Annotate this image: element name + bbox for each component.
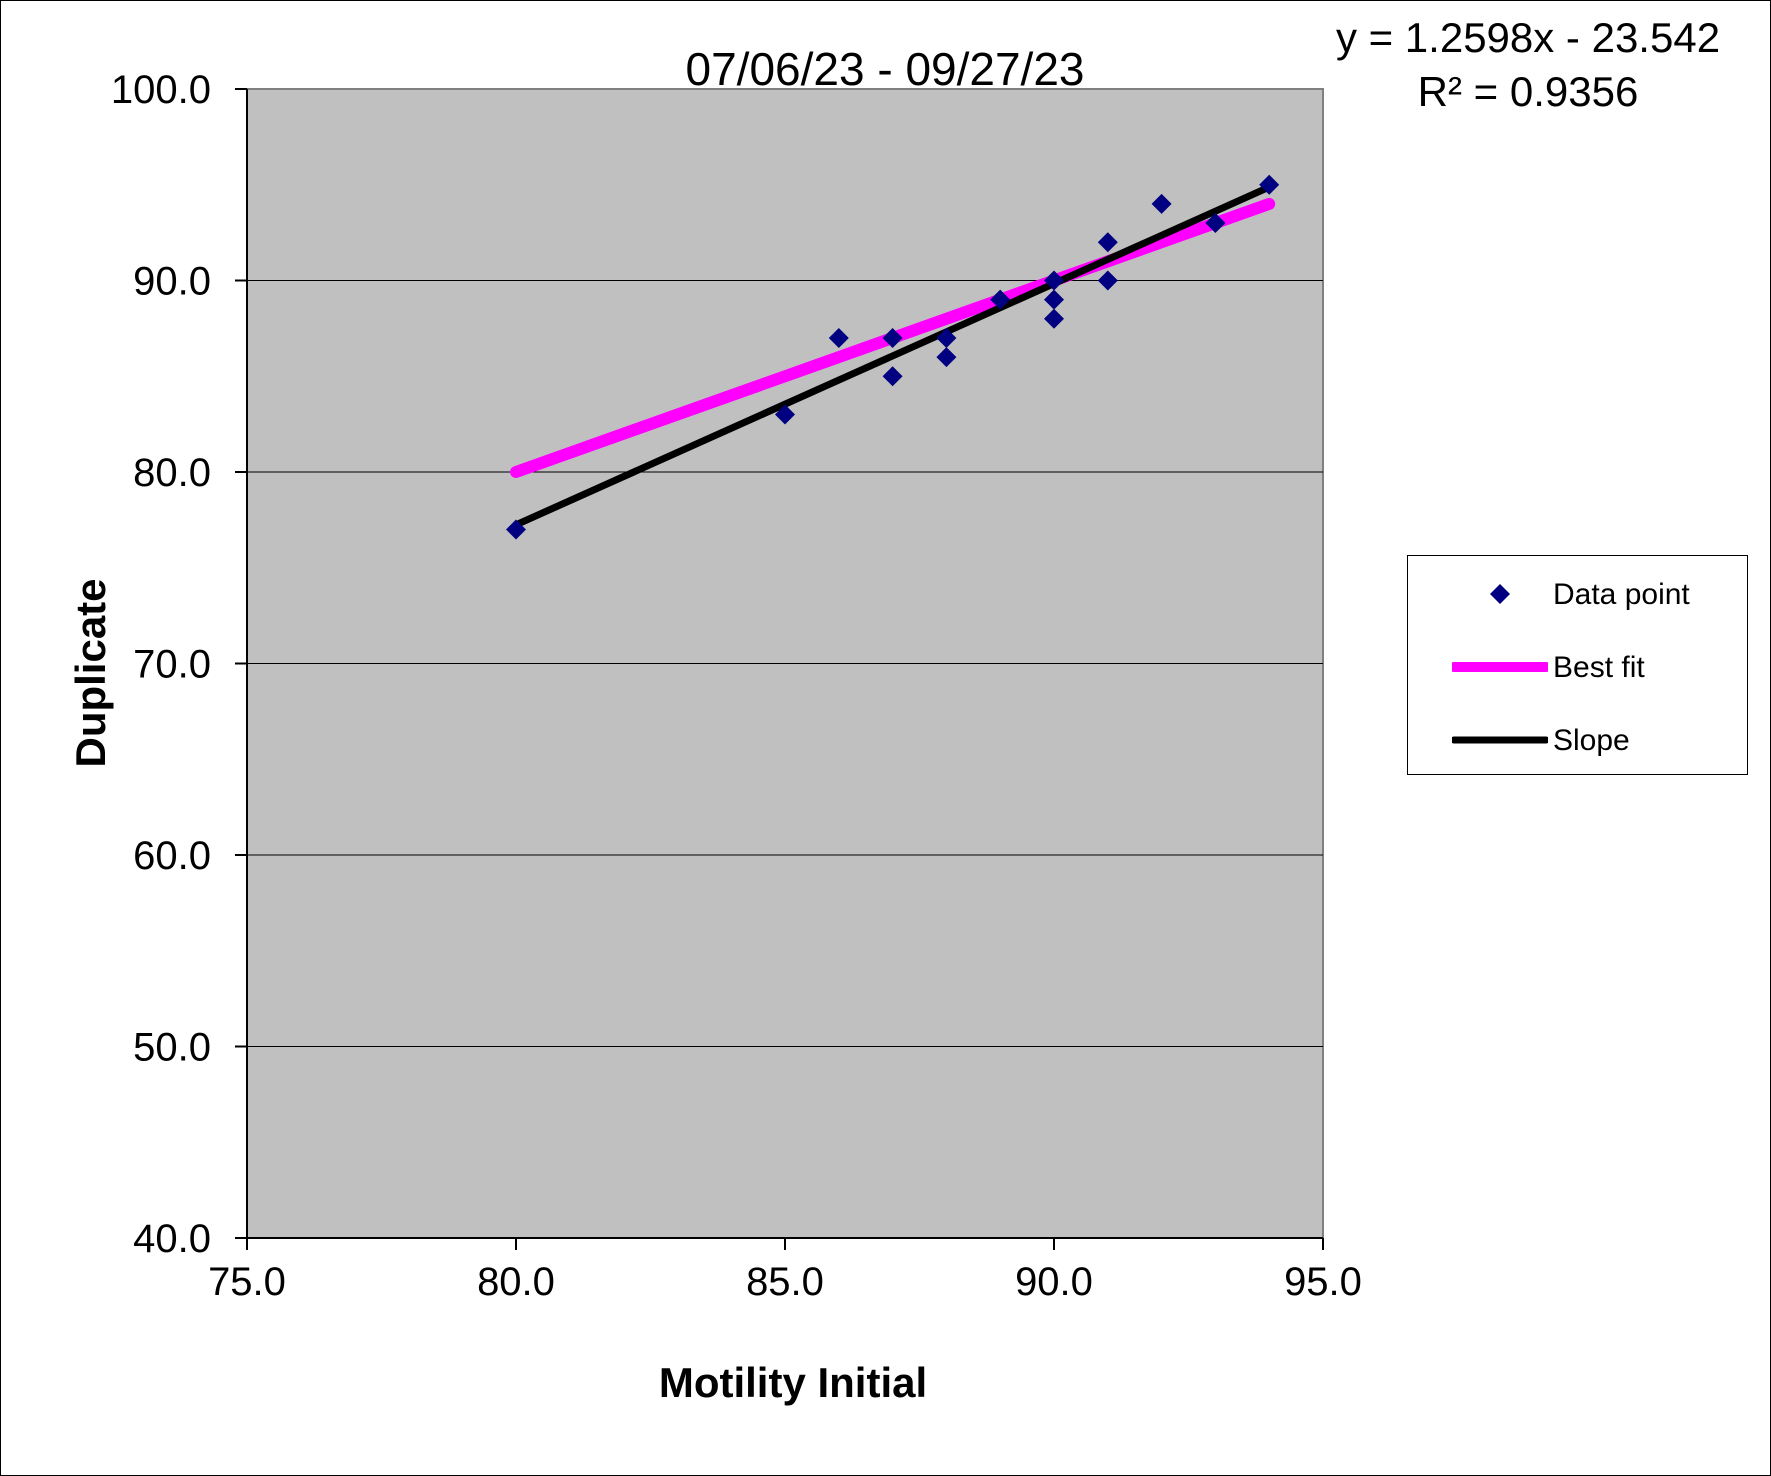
data-point (1044, 270, 1064, 291)
legend-item-data-point: Data point (1408, 574, 1747, 614)
legend-label-slope: Slope (1553, 724, 1630, 757)
data-point (1097, 270, 1118, 291)
data-point (1205, 213, 1226, 234)
data-point (828, 327, 849, 348)
data-point (775, 404, 795, 425)
y-tick-label: 40.0 (133, 1217, 211, 1261)
chart-title: 07/06/23 - 09/27/23 (686, 43, 1085, 95)
x-tick-label: 80.0 (477, 1260, 555, 1304)
legend: Data point Best fit Slope (1407, 555, 1748, 775)
y-tick-label: 80.0 (133, 451, 211, 495)
data-point (936, 327, 957, 348)
diamond-marker-icon (1490, 584, 1510, 604)
legend-item-best-fit: Best fit (1408, 647, 1747, 687)
y-tick-label: 50.0 (133, 1026, 211, 1070)
series-line-slope (512, 183, 1273, 529)
data-point (1044, 308, 1064, 329)
y-tick-label: 60.0 (133, 834, 211, 878)
data-point (882, 327, 903, 348)
legend-label-data-point: Data point (1553, 578, 1690, 611)
magenta-line-icon (1452, 662, 1548, 672)
legend-label-best-fit: Best fit (1553, 651, 1645, 684)
x-tick-label: 75.0 (208, 1260, 286, 1304)
data-point (990, 289, 1011, 310)
trendline-equation: y = 1.2598x - 23.542 R² = 0.9356 (1298, 11, 1758, 119)
data-point (1044, 289, 1064, 310)
data-point (936, 347, 957, 368)
r-squared-text: R² = 0.9356 (1417, 68, 1639, 115)
x-axis-title: Motility Initial (659, 1359, 927, 1406)
legend-item-slope: Slope (1408, 720, 1747, 760)
equation-text: y = 1.2598x - 23.542 (1335, 14, 1721, 61)
y-axis-title: Duplicate (67, 578, 114, 767)
x-tick-label: 85.0 (746, 1260, 824, 1304)
y-tick-label: 100.0 (111, 68, 211, 112)
y-tick-label: 90.0 (133, 260, 211, 304)
x-tick-label: 95.0 (1284, 1260, 1362, 1304)
data-point (506, 519, 526, 540)
black-line-icon (1452, 736, 1548, 744)
x-tick-label: 90.0 (1015, 1260, 1093, 1304)
data-point (1259, 174, 1280, 195)
data-point (1151, 193, 1172, 214)
data-point (882, 366, 903, 387)
data-point (1097, 232, 1118, 253)
y-tick-label: 70.0 (133, 643, 211, 687)
